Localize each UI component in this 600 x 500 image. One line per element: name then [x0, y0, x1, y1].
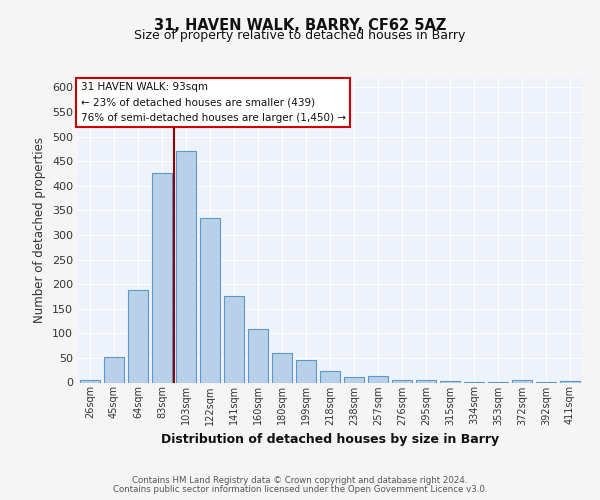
Text: 31 HAVEN WALK: 93sqm
← 23% of detached houses are smaller (439)
76% of semi-deta: 31 HAVEN WALK: 93sqm ← 23% of detached h…: [80, 82, 346, 124]
Bar: [320, 371, 340, 382]
Bar: [152, 174, 172, 382]
Text: 31, HAVEN WALK, BARRY, CF62 5AZ: 31, HAVEN WALK, BARRY, CF62 5AZ: [154, 18, 446, 32]
Bar: [272, 353, 292, 382]
Text: Contains public sector information licensed under the Open Government Licence v3: Contains public sector information licen…: [113, 485, 487, 494]
Bar: [80, 380, 100, 382]
Bar: [128, 290, 148, 382]
Bar: [296, 360, 316, 382]
Bar: [392, 380, 412, 382]
Text: Contains HM Land Registry data © Crown copyright and database right 2024.: Contains HM Land Registry data © Crown c…: [132, 476, 468, 485]
Text: Size of property relative to detached houses in Barry: Size of property relative to detached ho…: [134, 29, 466, 42]
Bar: [560, 381, 580, 382]
Bar: [224, 296, 244, 382]
X-axis label: Distribution of detached houses by size in Barry: Distribution of detached houses by size …: [161, 433, 499, 446]
Bar: [104, 358, 124, 382]
Bar: [416, 380, 436, 382]
Bar: [440, 380, 460, 382]
Bar: [176, 152, 196, 382]
Bar: [248, 330, 268, 382]
Y-axis label: Number of detached properties: Number of detached properties: [34, 137, 46, 323]
Bar: [512, 380, 532, 382]
Bar: [200, 218, 220, 382]
Bar: [344, 376, 364, 382]
Bar: [368, 376, 388, 382]
